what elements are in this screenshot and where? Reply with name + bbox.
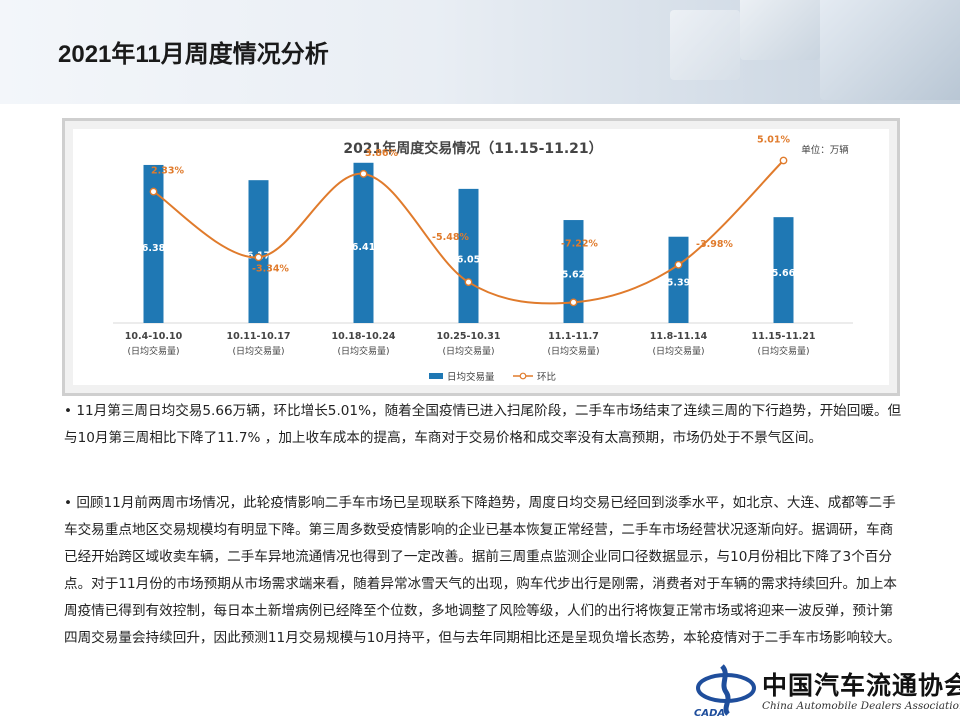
x-tick-sublabel-3: (日均交易量) bbox=[442, 345, 494, 357]
mom-value-label-3: -5.48% bbox=[432, 232, 469, 243]
mom-point-0 bbox=[149, 187, 158, 196]
weekly-trade-chart: 2021年周度交易情况（11.15-11.21） 单位：万辆 6.386.176… bbox=[113, 134, 853, 383]
x-tick-label-5: 11.8-11.14 bbox=[650, 331, 708, 342]
x-tick-label-4: 11.1-11.7 bbox=[548, 331, 599, 342]
mom-value-label-6: 5.01% bbox=[757, 134, 790, 145]
x-tick-label-1: 10.11-10.17 bbox=[226, 331, 290, 342]
association-name: 中国汽车流通协会 bbox=[762, 671, 960, 700]
mom-point-6 bbox=[779, 156, 788, 165]
bar-value-label-3: 6.05 bbox=[457, 255, 480, 266]
x-tick-sublabel-2: (日均交易量) bbox=[337, 345, 389, 357]
bar-4 bbox=[563, 220, 584, 323]
x-tick-label-2: 10.18-10.24 bbox=[331, 331, 395, 342]
bar-2 bbox=[353, 162, 374, 323]
decorative-cube bbox=[740, 0, 820, 60]
bar-value-label-5: 5.39 bbox=[667, 278, 690, 289]
mom-point-2 bbox=[359, 169, 368, 178]
mom-value-label-2: 3.86% bbox=[365, 148, 398, 159]
analysis-paragraph-1: • 11月第三周日均交易5.66万辆，环比增长5.01%，随着全国疫情已进入扫尾… bbox=[64, 403, 902, 446]
mom-value-label-4: -7.22% bbox=[561, 238, 598, 249]
bar-3 bbox=[458, 188, 479, 323]
bar-5 bbox=[668, 236, 689, 323]
mom-value-label-0: 2.33% bbox=[151, 166, 184, 177]
bar-value-label-2: 6.41 bbox=[352, 242, 375, 253]
x-tick-sublabel-4: (日均交易量) bbox=[547, 345, 599, 357]
bar-1 bbox=[248, 180, 269, 323]
association-english-name: China Automobile Dealers Association bbox=[762, 700, 960, 712]
mom-point-4 bbox=[569, 298, 578, 307]
legend-label-bar: 日均交易量 bbox=[447, 371, 495, 383]
x-tick-sublabel-5: (日均交易量) bbox=[652, 345, 704, 357]
bar-0 bbox=[143, 164, 164, 323]
x-tick-sublabel-0: (日均交易量) bbox=[127, 345, 179, 357]
chart-title: 2021年周度交易情况（11.15-11.21） bbox=[343, 140, 602, 157]
association-logo-mark: CADA bbox=[694, 664, 756, 719]
chart-legend: 日均交易量 环比 bbox=[429, 371, 556, 383]
logo-mark-text: CADA bbox=[694, 708, 725, 718]
bar-value-label-0: 6.38 bbox=[142, 243, 166, 254]
legend-swatch-marker bbox=[519, 372, 527, 380]
legend-swatch-bar bbox=[429, 373, 443, 379]
bar-6 bbox=[773, 217, 794, 323]
legend-label-line: 环比 bbox=[537, 371, 556, 383]
mom-value-label-5: -3.98% bbox=[696, 239, 733, 250]
analysis-paragraph-2: • 回顾11月前两周市场情况，此轮疫情影响二手车市场已呈现联系下降趋势，周度日均… bbox=[64, 495, 901, 646]
mom-point-1 bbox=[254, 253, 263, 262]
decorative-cube bbox=[670, 10, 740, 80]
association-logo: CADA 中国汽车流通协会 China Automobile Dealers A… bbox=[692, 662, 960, 719]
bar-value-label-4: 5.62 bbox=[562, 270, 585, 281]
x-tick-label-0: 10.4-10.10 bbox=[125, 331, 183, 342]
chart-panel: 2021年周度交易情况（11.15-11.21） 单位：万辆 6.386.176… bbox=[73, 129, 889, 385]
x-tick-sublabel-1: (日均交易量) bbox=[232, 345, 284, 357]
bar-value-label-6: 5.66 bbox=[772, 268, 796, 279]
chart-unit-label: 单位：万辆 bbox=[801, 144, 849, 156]
header-banner: 2021年11月周度情况分析 bbox=[0, 0, 960, 104]
chart-frame: 2021年周度交易情况（11.15-11.21） 单位：万辆 6.386.176… bbox=[62, 118, 900, 396]
decorative-cube bbox=[820, 0, 960, 100]
x-tick-label-6: 11.15-11.21 bbox=[751, 331, 815, 342]
mom-point-3 bbox=[464, 278, 473, 287]
x-tick-sublabel-6: (日均交易量) bbox=[757, 345, 809, 357]
mom-value-label-1: -3.34% bbox=[252, 263, 289, 274]
page-title: 2021年11月周度情况分析 bbox=[58, 41, 329, 68]
mom-point-5 bbox=[674, 260, 683, 269]
x-tick-label-3: 10.25-10.31 bbox=[436, 331, 500, 342]
